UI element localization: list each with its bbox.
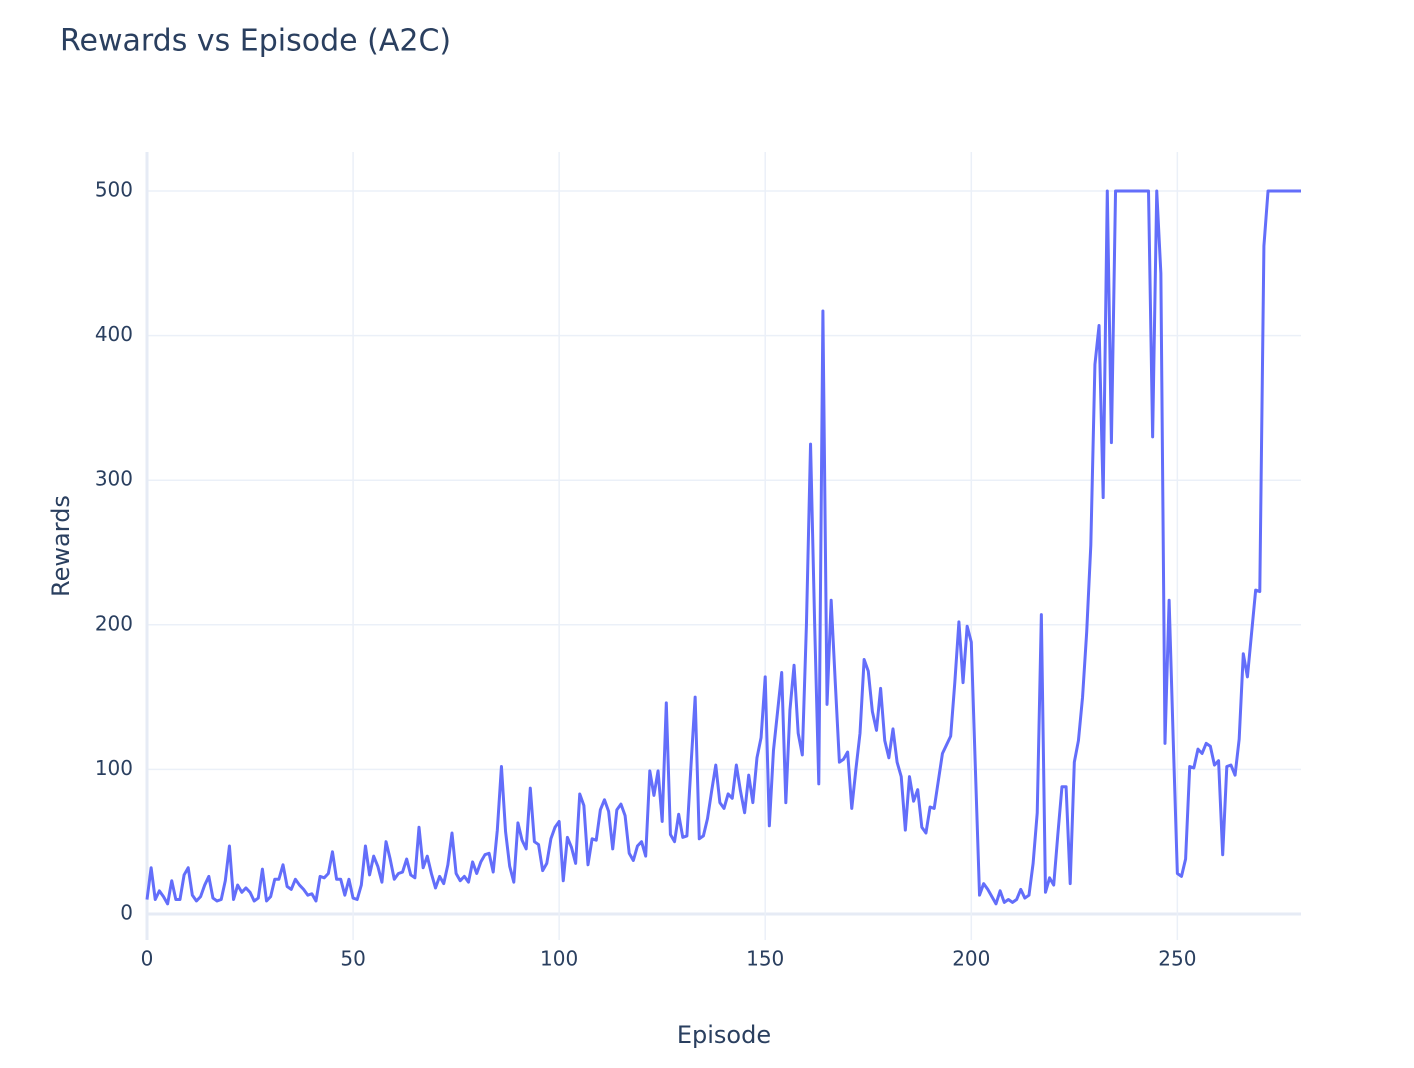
y-axis-title: Rewards (47, 495, 75, 597)
y-tick-label: 400 (95, 322, 133, 346)
y-tick-label: 300 (95, 467, 133, 491)
chart-title: Rewards vs Episode (A2C) (60, 24, 451, 59)
y-tick-label: 200 (95, 611, 133, 635)
x-tick-label: 200 (952, 947, 990, 971)
y-tick-label: 500 (95, 178, 133, 202)
y-tick-label: 100 (95, 756, 133, 780)
x-tick-label: 100 (540, 947, 578, 971)
x-tick-label: 50 (340, 947, 365, 971)
x-axis-title: Episode (677, 1021, 771, 1049)
x-tick-label: 0 (141, 947, 154, 971)
x-tick-label: 250 (1158, 947, 1196, 971)
x-tick-label: 150 (746, 947, 784, 971)
y-tick-label: 0 (120, 900, 133, 924)
line (145, 189, 1301, 906)
